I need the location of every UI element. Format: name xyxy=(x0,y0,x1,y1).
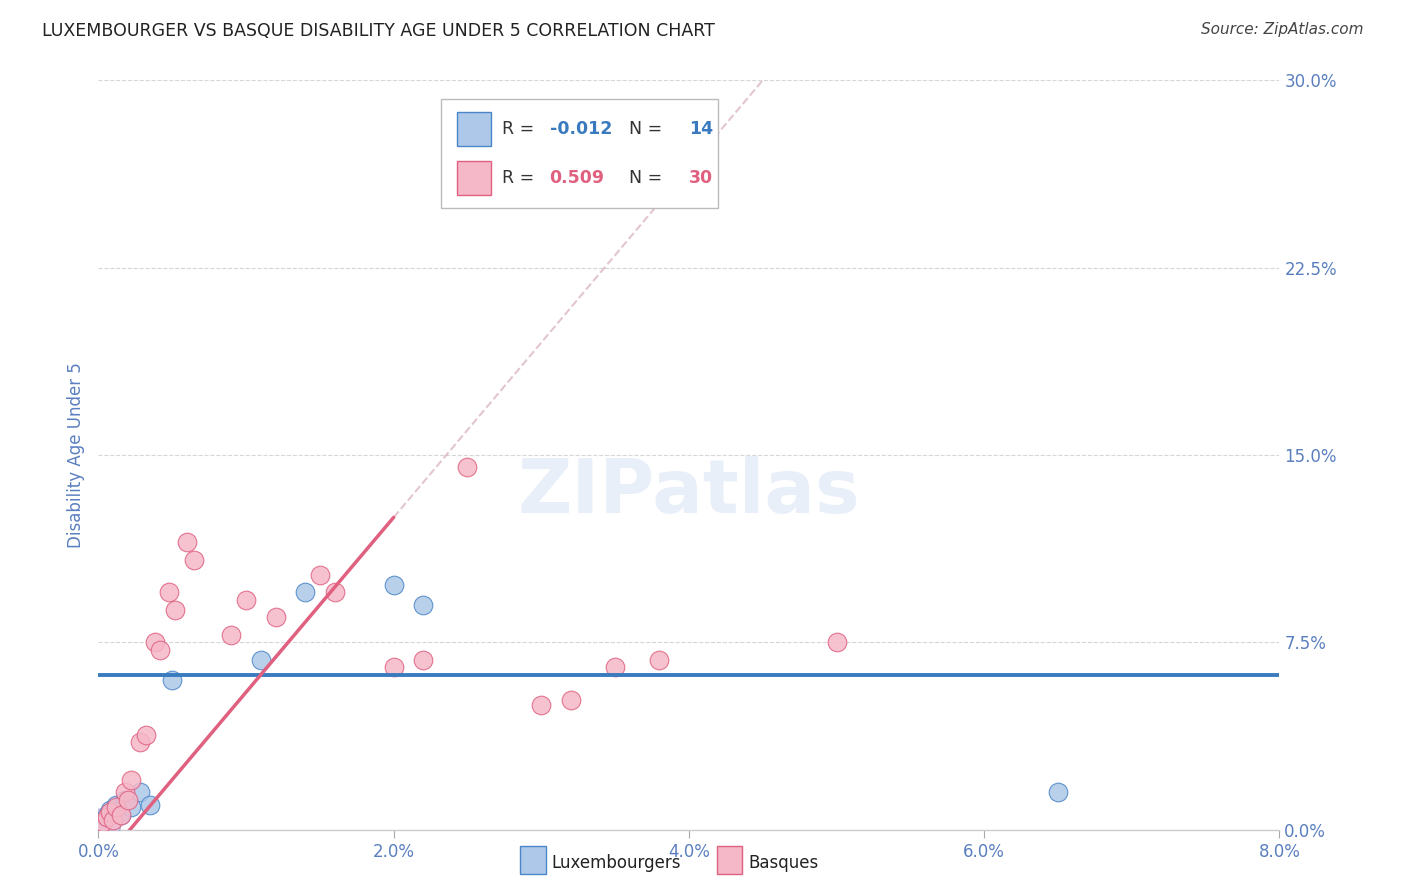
Text: LUXEMBOURGER VS BASQUE DISABILITY AGE UNDER 5 CORRELATION CHART: LUXEMBOURGER VS BASQUE DISABILITY AGE UN… xyxy=(42,22,716,40)
Text: N =: N = xyxy=(619,120,668,138)
Point xyxy=(110,807,132,822)
Point xyxy=(183,553,205,567)
Point xyxy=(382,660,405,674)
Point xyxy=(117,792,139,806)
Point xyxy=(98,803,121,817)
Point xyxy=(165,603,187,617)
Point xyxy=(250,653,273,667)
Point xyxy=(139,797,162,812)
Point xyxy=(323,585,346,599)
Point xyxy=(176,535,198,549)
Y-axis label: Disability Age Under 5: Disability Age Under 5 xyxy=(66,362,84,548)
Point xyxy=(94,810,117,824)
Text: Basques: Basques xyxy=(748,854,818,871)
Text: 30: 30 xyxy=(689,169,713,186)
Bar xyxy=(457,112,491,145)
Point xyxy=(221,628,243,642)
Point xyxy=(128,735,150,749)
Point xyxy=(294,585,316,599)
Point xyxy=(605,660,627,674)
Point xyxy=(412,653,434,667)
Point xyxy=(128,785,150,799)
Point xyxy=(162,673,183,687)
Point xyxy=(105,800,128,814)
Point xyxy=(98,805,121,819)
Point xyxy=(149,642,172,657)
Point xyxy=(264,610,287,624)
Point xyxy=(110,807,132,822)
Point xyxy=(105,797,128,812)
FancyBboxPatch shape xyxy=(441,99,718,208)
Point xyxy=(825,635,848,649)
Point xyxy=(135,728,157,742)
Point xyxy=(120,800,142,814)
Point xyxy=(309,567,332,582)
Point xyxy=(235,592,257,607)
Text: R =: R = xyxy=(502,120,540,138)
Text: ZIPatlas: ZIPatlas xyxy=(517,456,860,529)
Text: Source: ZipAtlas.com: Source: ZipAtlas.com xyxy=(1201,22,1364,37)
Point xyxy=(1046,785,1070,799)
Text: 0.509: 0.509 xyxy=(550,169,605,186)
Point xyxy=(530,698,553,712)
Point xyxy=(91,817,114,831)
Text: 14: 14 xyxy=(689,120,713,138)
Point xyxy=(91,815,114,830)
Point xyxy=(560,692,582,706)
Point xyxy=(412,598,434,612)
Point xyxy=(143,635,166,649)
Point xyxy=(96,810,118,824)
Point xyxy=(114,785,136,799)
Point xyxy=(157,585,180,599)
Text: Luxembourgers: Luxembourgers xyxy=(551,854,681,871)
Point xyxy=(457,460,479,475)
Point xyxy=(114,792,136,806)
Point xyxy=(648,653,671,667)
Point xyxy=(382,578,405,592)
Point xyxy=(103,813,125,827)
Text: N =: N = xyxy=(619,169,668,186)
Point xyxy=(120,772,142,787)
Text: R =: R = xyxy=(502,169,540,186)
Bar xyxy=(457,161,491,194)
Text: -0.012: -0.012 xyxy=(550,120,612,138)
